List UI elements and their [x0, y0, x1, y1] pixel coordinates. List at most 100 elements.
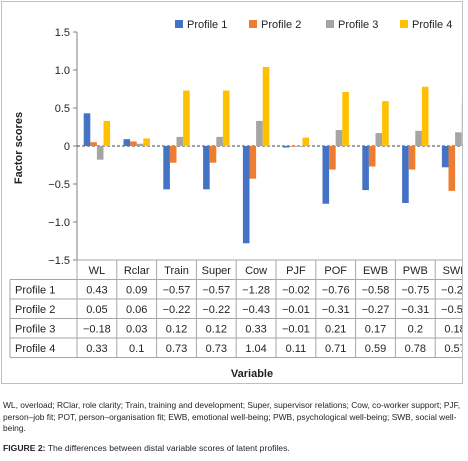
- table-cell: 0.21: [325, 324, 346, 336]
- bars: [83, 66, 468, 244]
- table-cell: 0.12: [206, 324, 227, 336]
- table-row-label-profile-2: Profile 2: [15, 304, 55, 316]
- table-header-pof: POF: [324, 265, 347, 277]
- chart-frame: Profile 1 Profile 2 Profile 3 Profile 4 1.5…: [1, 1, 468, 384]
- table-cell: 0.73: [166, 343, 187, 355]
- bar-super-profile-3: [216, 136, 223, 146]
- table-cell: 0.11: [286, 343, 307, 355]
- y-tick-label: 0: [64, 141, 70, 153]
- table-header-rclar: Rclar: [124, 265, 150, 277]
- table-header-cow: Cow: [245, 265, 267, 277]
- legend: Profile 1 Profile 2 Profile 3 Profile 4: [175, 19, 452, 31]
- bar-cow-profile-4: [262, 66, 270, 146]
- table-cell: 1.04: [245, 343, 266, 355]
- legend-label-3: Profile 3: [338, 19, 378, 31]
- bar-ewb-profile-2: [368, 146, 376, 167]
- bar-rclar-profile-3: [136, 143, 144, 146]
- figure-title-text: The differences between distal variable …: [47, 443, 290, 453]
- table-cell: 0.33: [86, 343, 107, 355]
- bar-train-profile-1: [163, 146, 170, 190]
- table-cell: −0.57: [163, 285, 191, 297]
- y-tick-label: 1.5: [55, 27, 70, 39]
- bar-train-profile-2: [169, 146, 177, 163]
- table-cell: 0.57: [444, 343, 462, 355]
- table-cell: −0.22: [202, 304, 230, 316]
- table-cell: 0.73: [206, 343, 227, 355]
- bar-ewb-profile-1: [362, 146, 369, 191]
- y-tick-label: −1.5: [48, 255, 70, 267]
- table-cell: −0.18: [83, 324, 111, 336]
- bar-super-profile-1: [203, 146, 210, 190]
- bar-ewb-profile-3: [375, 133, 383, 146]
- table-cell: −0.43: [242, 304, 270, 316]
- table-cell: 0.12: [166, 324, 187, 336]
- table-cell: −0.59: [441, 304, 462, 316]
- bar-pjf-profile-2: [289, 146, 296, 147]
- table-cell: 0.33: [245, 324, 266, 336]
- table-cell: 0.05: [86, 304, 107, 316]
- legend-label-1: Profile 1: [187, 19, 227, 31]
- table-cell: −0.01: [282, 324, 310, 336]
- table-cell: −0.22: [163, 304, 191, 316]
- bar-cow-profile-3: [256, 120, 263, 146]
- table-header-train: Train: [164, 265, 189, 277]
- bar-swb-profile-3: [455, 132, 462, 146]
- bar-pof-profile-2: [329, 146, 336, 170]
- table-cell: −0.57: [202, 285, 230, 297]
- bar-rclar-profile-1: [123, 139, 131, 146]
- bar-cow-profile-1: [242, 146, 250, 244]
- table-cell: −0.31: [322, 304, 350, 316]
- bar-pjf-profile-3: [295, 146, 303, 147]
- bar-cow-profile-2: [249, 146, 257, 179]
- legend-swatch-4: [400, 20, 408, 28]
- y-tick-label: 0.5: [55, 103, 70, 115]
- bar-train-profile-3: [176, 136, 184, 146]
- bar-swb-profile-2: [448, 146, 456, 191]
- bar-train-profile-4: [183, 90, 190, 146]
- legend-swatch-2: [249, 20, 257, 28]
- data-table: WL Rclar Train Super Cow PJF POF EWB PWB SWB Profi…: [9, 259, 468, 358]
- figure-caption: WL, overload; RClar, role clarity; Train…: [3, 400, 465, 434]
- table-header-super: Super: [202, 265, 232, 277]
- bar-pof-profile-1: [322, 146, 330, 204]
- table-cell: −0.27: [362, 304, 390, 316]
- table-cell: −1.28: [242, 285, 270, 297]
- y-axis-label: Factor scores: [13, 112, 25, 184]
- x-axis-label: Variable: [231, 368, 273, 380]
- table-header-wl: WL: [89, 265, 106, 277]
- bar-wl-profile-3: [96, 146, 104, 160]
- table-cell: 0.2: [408, 324, 423, 336]
- bar-pof-profile-3: [335, 130, 343, 146]
- table-row-label-profile-3: Profile 3: [15, 324, 55, 336]
- table-cell: 0.03: [126, 324, 147, 336]
- table-cell: 0.59: [365, 343, 386, 355]
- figure-title: FIGURE 2: The differences between distal…: [3, 443, 465, 453]
- bar-wl-profile-1: [83, 113, 91, 146]
- table-cell: 0.1: [129, 343, 144, 355]
- bar-pwb-profile-3: [415, 130, 422, 146]
- table-cell: 0.78: [405, 343, 426, 355]
- bar-pwb-profile-2: [408, 146, 416, 170]
- bar-wl-profile-4: [103, 120, 111, 146]
- table-header-swb: SWB: [443, 265, 462, 277]
- bar-wl-profile-2: [90, 142, 97, 146]
- table-header-pjf: PJF: [286, 265, 306, 277]
- y-axis: 1.5 1.0 0.5 0 −0.5 −1.0 −1.5: [48, 27, 468, 267]
- bar-pof-profile-4: [342, 92, 349, 146]
- bar-super-profile-4: [222, 90, 230, 146]
- legend-label-4: Profile 4: [412, 19, 452, 31]
- table-header-ewb: EWB: [363, 265, 388, 277]
- table-row-label-profile-1: Profile 1: [15, 285, 55, 297]
- bar-pwb-profile-4: [421, 86, 429, 146]
- table-cell: −0.31: [401, 304, 429, 316]
- table-row-label-profile-4: Profile 4: [15, 343, 55, 355]
- figure-label: FIGURE 2:: [3, 443, 46, 453]
- bar-chart: Profile 1 Profile 2 Profile 3 Profile 4 1.5…: [9, 19, 468, 380]
- table-cell: −0.01: [282, 304, 310, 316]
- table-cell: 0.43: [86, 285, 107, 297]
- y-tick-label: −1.0: [48, 217, 70, 229]
- legend-label-2: Profile 2: [261, 19, 301, 31]
- y-tick-label: 1.0: [55, 65, 70, 77]
- table-cell: −0.75: [401, 285, 429, 297]
- legend-swatch-1: [175, 20, 183, 28]
